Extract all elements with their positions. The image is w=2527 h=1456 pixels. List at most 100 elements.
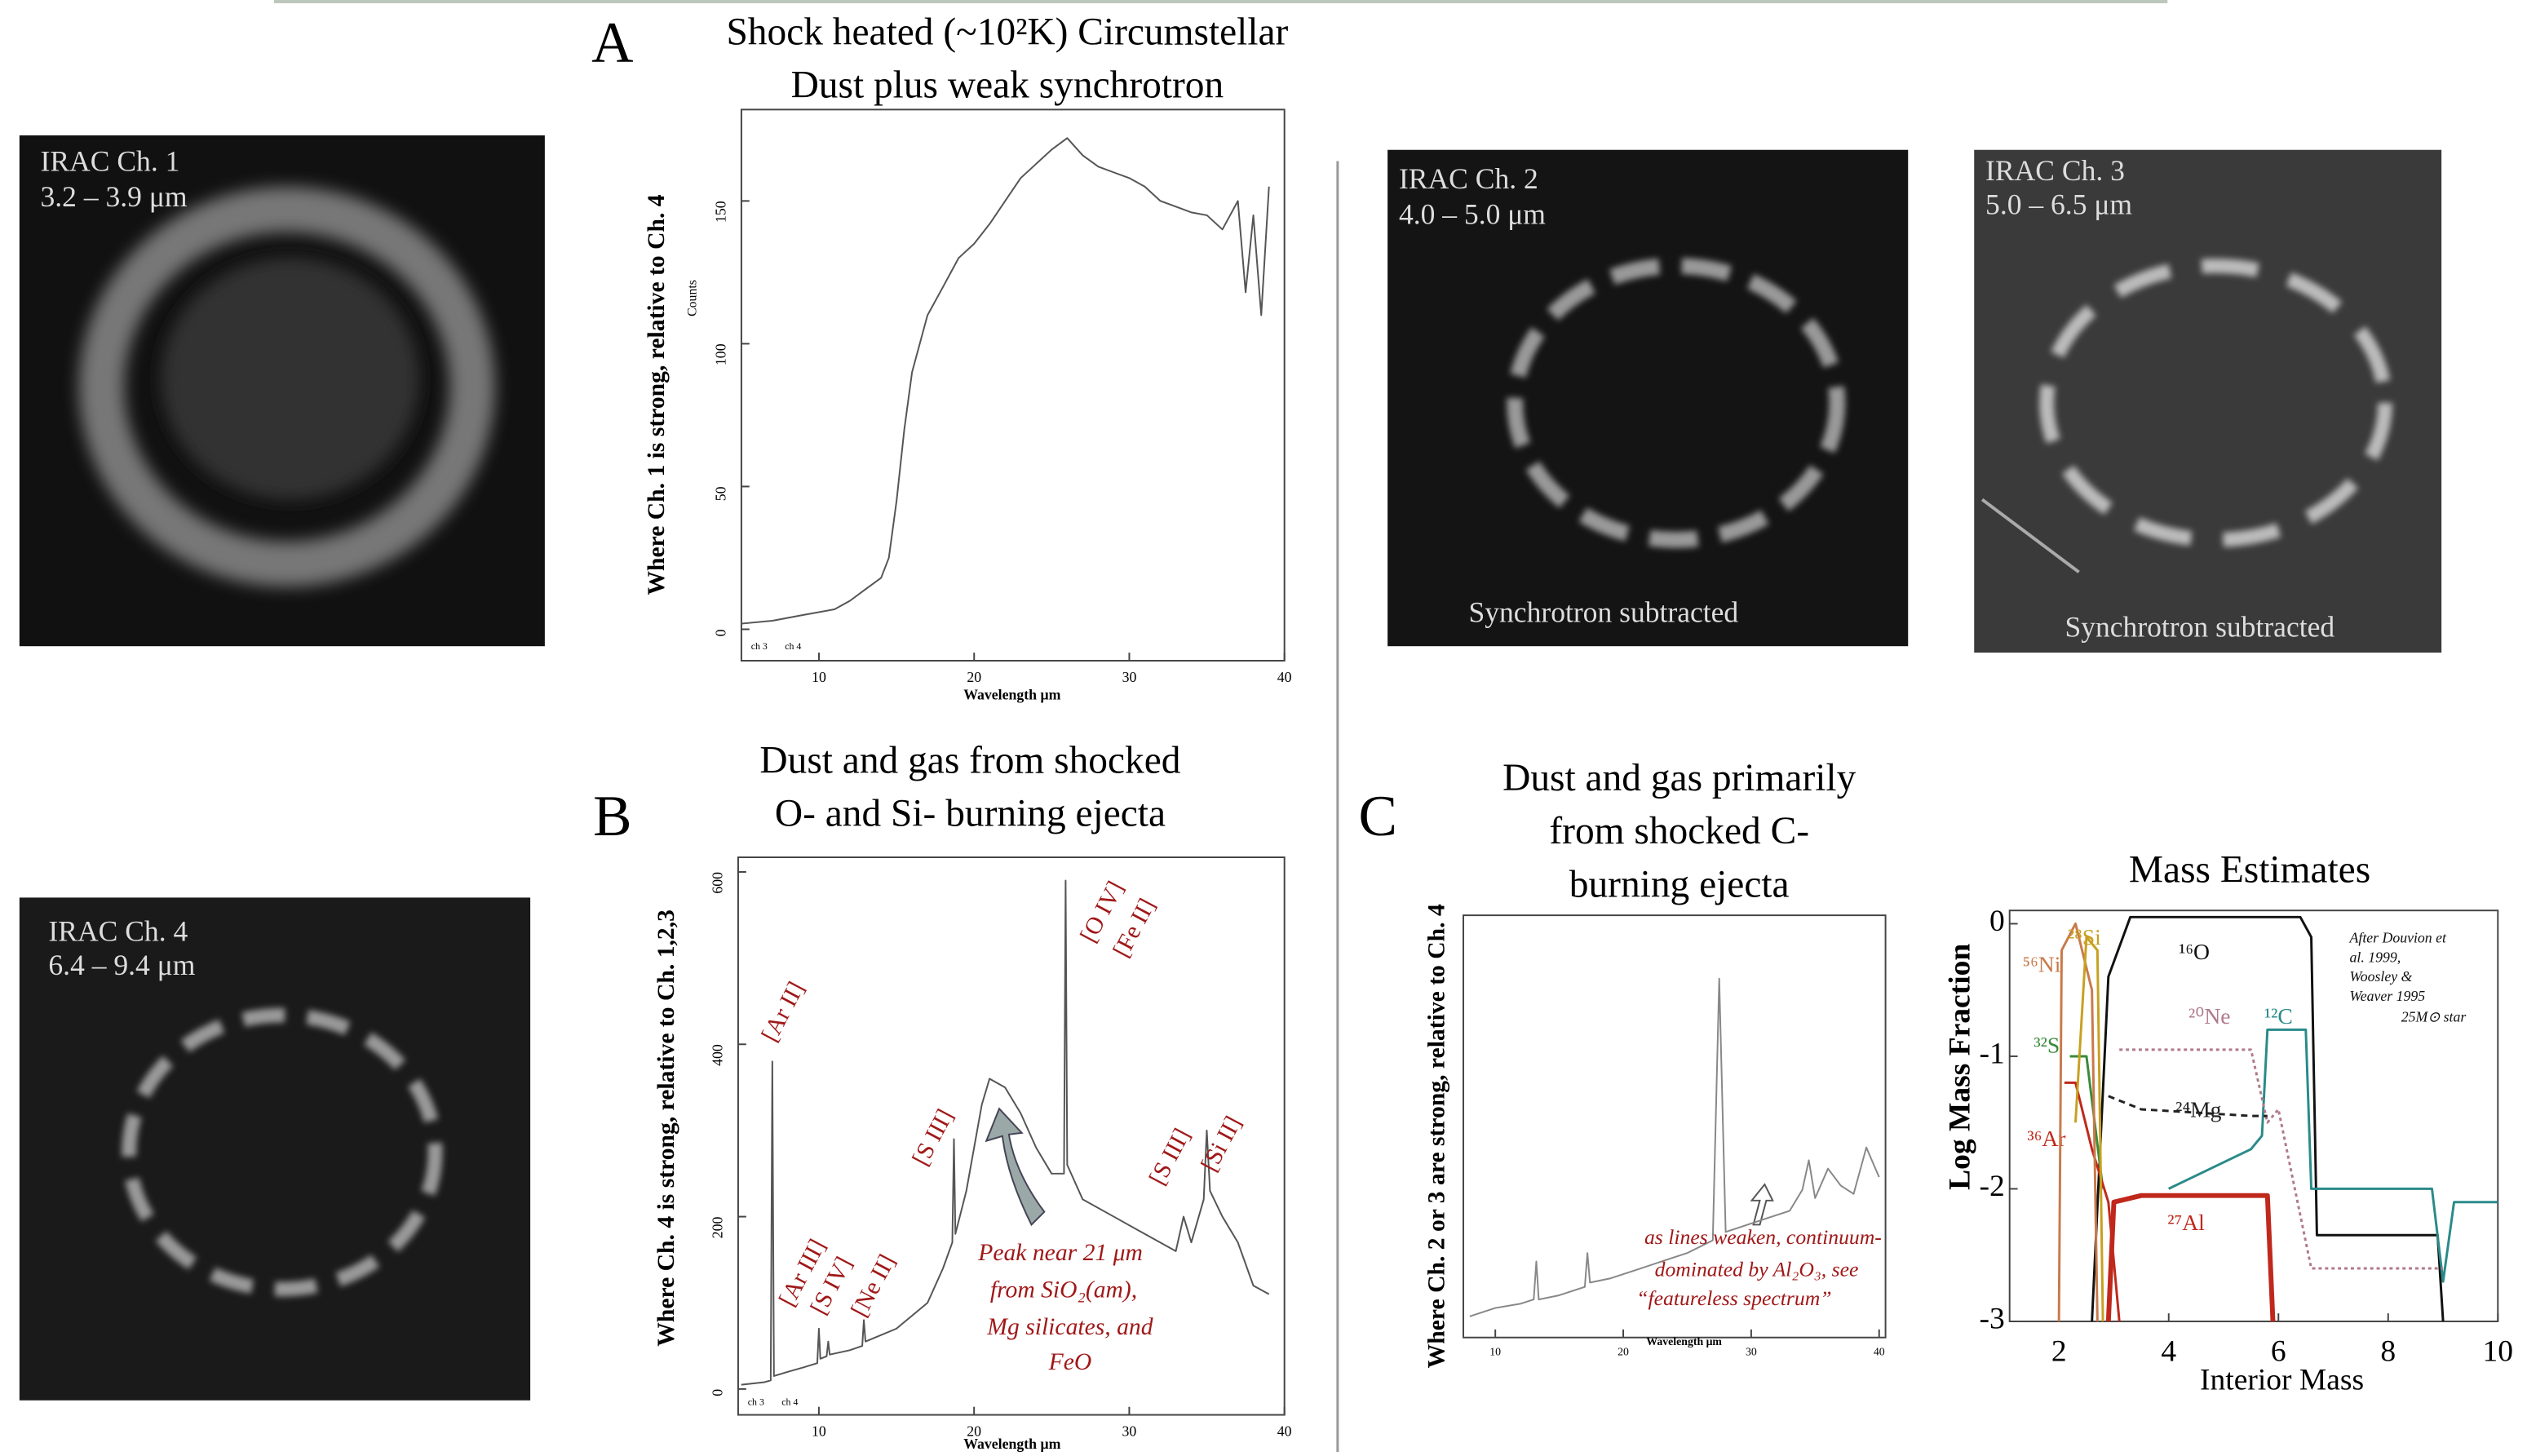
data-line <box>2091 915 2445 1322</box>
note: Peak near 21 μm <box>977 1240 1143 1266</box>
x-tick-label: 30 <box>1746 1345 1757 1357</box>
plot-frame <box>737 856 1286 1416</box>
image-ch3: IRAC Ch. 3 5.0 – 6.5 μm Synchrotron subt… <box>1974 149 2442 653</box>
series-label: ²⁴Mg <box>2175 1096 2222 1122</box>
annotation: [Si II] <box>1197 1112 1247 1175</box>
y-tick-label: 600 <box>709 872 725 894</box>
series-label: ¹⁶O <box>2179 939 2210 964</box>
data-line <box>2057 922 2099 1322</box>
y-axis-label: Where Ch. 4 is strong, relative to Ch. 1… <box>653 909 679 1347</box>
image-ch4: IRAC Ch. 4 6.4 – 9.4 μm <box>19 897 531 1401</box>
plot-frame <box>1462 914 1887 1339</box>
x-axis-label: Wavelength μm <box>963 1436 1060 1452</box>
annotation: [Ar II] <box>757 977 810 1046</box>
x-tick-label: 20 <box>1618 1345 1629 1357</box>
y-tick-label: -2 <box>1980 1170 2005 1203</box>
annotation: [Ne II] <box>847 1250 901 1321</box>
chart-title: from shocked C- <box>1549 810 1809 852</box>
band-label: ch 4 <box>781 1396 798 1408</box>
data-line <box>2064 1081 2121 1322</box>
data-line <box>2168 1028 2498 1283</box>
y-tick-label: 150 <box>712 201 728 223</box>
plot-frame <box>740 108 1286 662</box>
note: dominated by Al₂O₃, see <box>1655 1258 1859 1281</box>
series-label: ³²S <box>2034 1032 2060 1057</box>
panel-letter: B <box>593 785 631 848</box>
image-label: IRAC Ch. 4 <box>48 915 188 948</box>
arrow <box>985 1107 1046 1227</box>
x-tick-label: 10 <box>812 669 826 685</box>
data-line <box>2069 1055 2104 1189</box>
x-tick-label: 10 <box>1489 1345 1501 1357</box>
data-line <box>741 137 1270 625</box>
image-label: IRAC Ch. 3 <box>1985 154 2125 187</box>
x-tick-label: 30 <box>1122 669 1137 685</box>
chart-title: Mass Estimates <box>2129 849 2370 892</box>
x-tick-label: 40 <box>1277 669 1292 685</box>
band-label: ch 3 <box>748 1396 764 1408</box>
annotation: [S III] <box>1144 1124 1196 1189</box>
x-tick-label: 2 <box>2051 1334 2067 1368</box>
note: Woosley & <box>2350 968 2413 985</box>
y-tick-label: 0 <box>712 629 728 636</box>
chart-title: Shock heated (~10²K) Circumstellar <box>726 11 1288 53</box>
image-ch1: IRAC Ch. 1 3.2 – 3.9 μm <box>19 135 545 647</box>
image-range: 6.4 – 9.4 μm <box>48 949 195 981</box>
note: as lines weaken, continuum- <box>1644 1225 1882 1249</box>
note: Weaver 1995 <box>2350 988 2426 1004</box>
x-axis-label: Wavelength μm <box>1646 1335 1722 1348</box>
y-axis-label-inner: Counts <box>686 280 700 316</box>
series-label: ²⁰Ne <box>2188 1003 2231 1029</box>
note: After Douvion et <box>2349 930 2447 946</box>
chart-title: Dust plus weak synchrotron <box>791 64 1224 107</box>
y-tick-label: 100 <box>712 343 728 365</box>
data-line <box>2108 1095 2268 1117</box>
x-tick-label: 20 <box>967 1423 981 1440</box>
note: from SiO₂(am), <box>990 1277 1137 1303</box>
x-tick-label: 10 <box>2483 1334 2514 1368</box>
panel-letter: A <box>591 11 633 75</box>
y-tick-label: 400 <box>709 1044 725 1066</box>
y-axis-label: Where Ch. 1 is strong, relative to Ch. 4 <box>644 194 670 595</box>
image-label: IRAC Ch. 2 <box>1399 162 1538 195</box>
arrow <box>1750 1183 1774 1226</box>
y-tick-label: -3 <box>1980 1303 2005 1336</box>
band-label: ch 3 <box>751 640 768 652</box>
y-tick-label: 0 <box>709 1389 725 1396</box>
image-label: IRAC Ch. 1 <box>41 144 180 177</box>
band-label: ch 4 <box>785 640 801 652</box>
chart-title: Dust and gas from shocked <box>759 739 1180 781</box>
image-note: Synchrotron subtracted <box>1468 596 1738 629</box>
chart-title: burning ejecta <box>1569 863 1790 905</box>
x-tick-label: 6 <box>2271 1334 2286 1368</box>
x-tick-label: 8 <box>2380 1334 2396 1368</box>
x-tick-label: 10 <box>812 1423 826 1440</box>
y-tick-label: -1 <box>1980 1038 2005 1071</box>
x-tick-label: 30 <box>1122 1423 1137 1440</box>
note: 25M⊙ star <box>2401 1009 2467 1025</box>
series-label: ²⁷Al <box>2167 1210 2205 1235</box>
y-axis-label: Log Mass Fraction <box>1943 944 1976 1190</box>
image-range: 4.0 – 5.0 μm <box>1399 198 1546 231</box>
y-tick-label: 200 <box>709 1216 725 1238</box>
series-label: ⁵⁶Ni <box>2022 952 2060 977</box>
plot-frame <box>2008 909 2499 1322</box>
y-axis-label: Where Ch. 2 or 3 are strong, relative to… <box>1423 904 1449 1368</box>
x-tick-label: 4 <box>2161 1334 2176 1368</box>
note: FeO <box>1048 1349 1092 1375</box>
image-ch2: IRAC Ch. 2 4.0 – 5.0 μm Synchrotron subt… <box>1387 149 1909 647</box>
data-line <box>741 879 1270 1386</box>
data-line <box>2119 1048 2444 1270</box>
x-tick-label: 20 <box>967 669 981 685</box>
note: “featureless spectrum” <box>1636 1286 1831 1310</box>
note: Mg silicates, and <box>986 1314 1153 1340</box>
x-axis-label: Interior Mass <box>2200 1364 2364 1397</box>
note: al. 1999, <box>2350 949 2401 965</box>
x-tick-label: 40 <box>1277 1423 1292 1440</box>
x-tick-label: 40 <box>1874 1345 1885 1357</box>
data-line <box>2074 936 2104 1321</box>
chart-title: Dust and gas primarily <box>1502 757 1856 799</box>
data-line <box>1469 977 1880 1317</box>
panel-letter: C <box>1359 785 1397 848</box>
